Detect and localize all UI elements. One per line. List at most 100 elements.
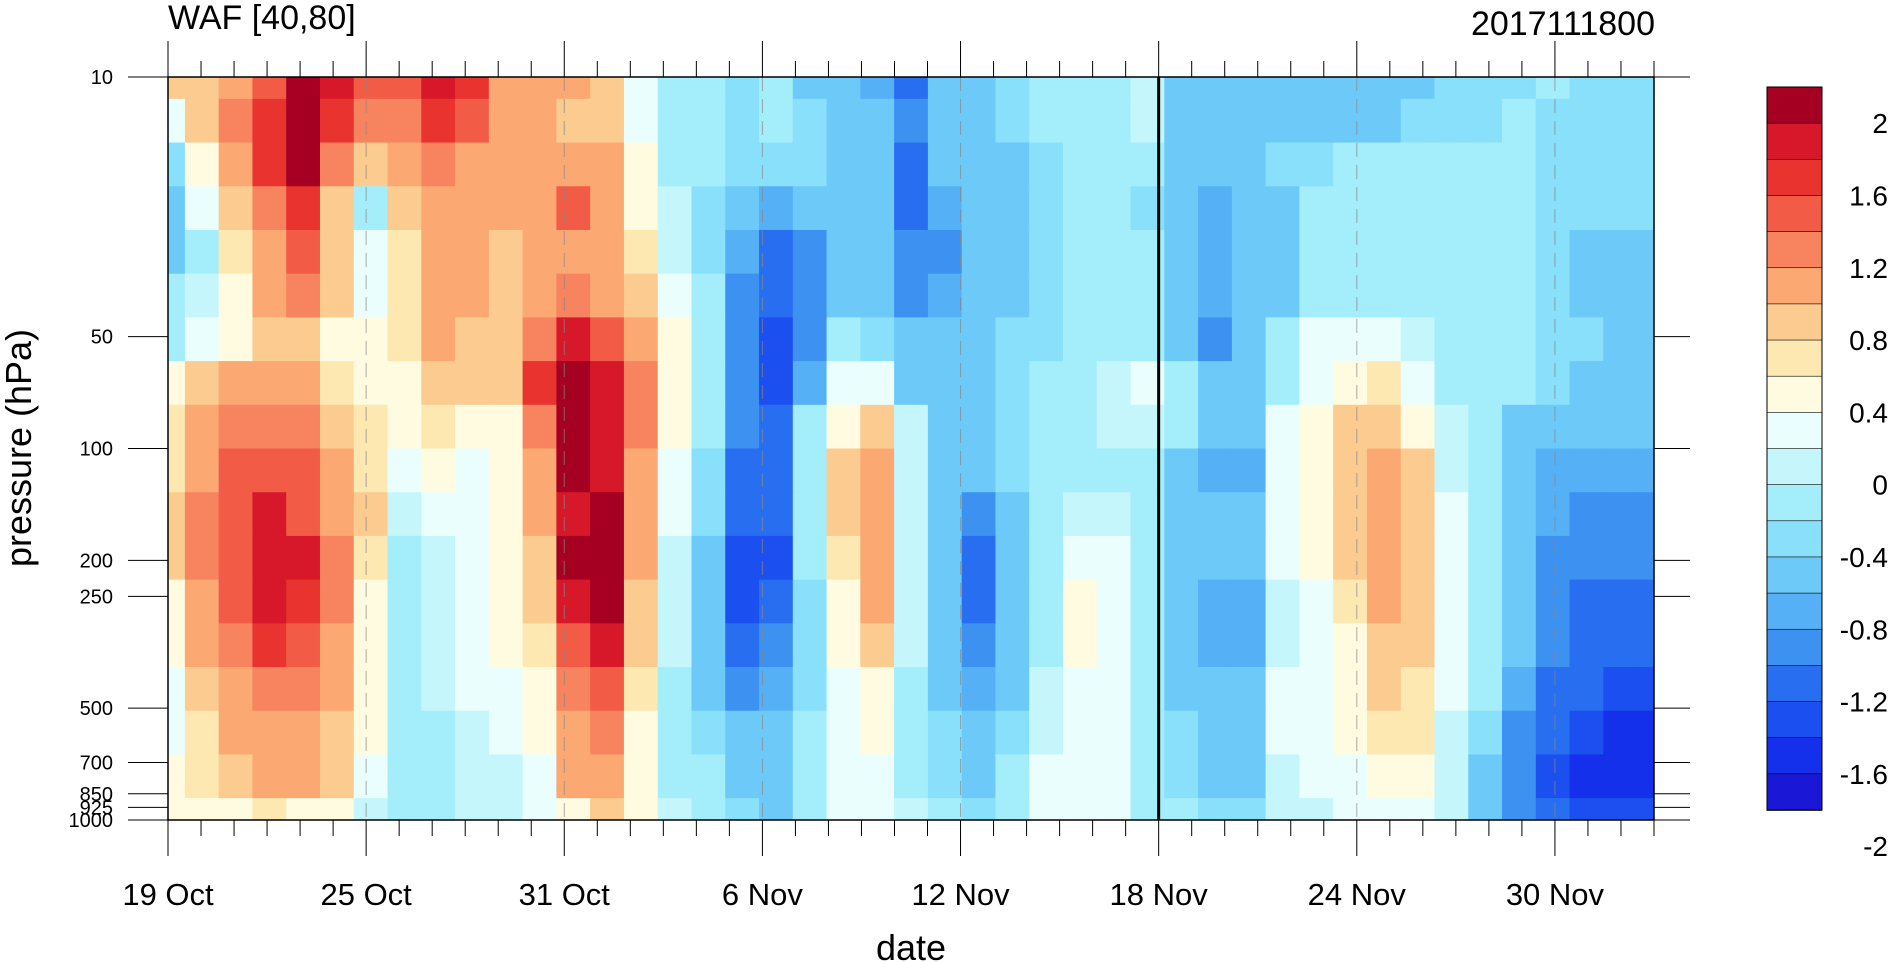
heatmap-cell xyxy=(927,77,963,100)
heatmap-cell xyxy=(1096,535,1132,581)
heatmap-cell xyxy=(1164,77,1199,100)
heatmap-cell xyxy=(759,579,794,624)
heatmap-cell xyxy=(1569,754,1604,799)
heatmap-cell xyxy=(1198,98,1233,144)
heatmap-cell xyxy=(1265,492,1300,537)
heatmap-cell xyxy=(623,492,659,537)
y-tick-label: 10 xyxy=(91,67,113,89)
heatmap-cell xyxy=(995,535,1030,581)
colorbar-swatch xyxy=(1766,773,1823,811)
heatmap-cell xyxy=(691,404,726,450)
heatmap-cell xyxy=(184,535,220,581)
heatmap-cell xyxy=(1333,798,1368,820)
heatmap-cell xyxy=(725,623,760,668)
heatmap-cell xyxy=(961,798,997,820)
colorbar-label: 0 xyxy=(1872,470,1888,501)
heatmap-cell xyxy=(184,142,220,187)
heatmap-cell xyxy=(1231,142,1267,187)
heatmap-cell xyxy=(319,798,355,820)
heatmap-cell xyxy=(1231,77,1267,100)
heatmap-cell xyxy=(168,798,186,820)
heatmap-cell xyxy=(1164,317,1199,362)
heatmap-cell xyxy=(1400,98,1436,144)
heatmap-cell xyxy=(860,754,895,799)
heatmap-cell xyxy=(1231,798,1267,820)
heatmap-cell xyxy=(488,448,524,493)
heatmap-cell xyxy=(590,623,625,668)
heatmap-cell xyxy=(657,710,693,756)
heatmap-cell xyxy=(387,448,422,493)
heatmap-cell xyxy=(421,448,456,493)
heatmap-cell xyxy=(826,798,861,820)
heatmap-cell xyxy=(590,229,625,275)
heatmap-cell xyxy=(725,317,760,362)
heatmap-cell xyxy=(252,317,287,362)
heatmap-cell xyxy=(894,754,929,799)
heatmap-cell xyxy=(995,667,1030,712)
heatmap-cell xyxy=(961,186,997,231)
heatmap-cell xyxy=(1502,404,1537,450)
heatmap-cell xyxy=(1603,623,1638,668)
heatmap-cell xyxy=(1096,77,1132,100)
heatmap-cell xyxy=(759,754,794,799)
heatmap-cell xyxy=(1603,798,1638,820)
heatmap-cell xyxy=(218,317,254,362)
heatmap-cell xyxy=(1366,317,1402,362)
heatmap-cell xyxy=(1468,623,1503,668)
heatmap-cell xyxy=(1096,710,1132,756)
heatmap-cell xyxy=(1164,754,1199,799)
heatmap-cell xyxy=(1029,98,1064,144)
heatmap-cell xyxy=(184,229,220,275)
heatmap-cell xyxy=(792,404,828,450)
heatmap-cell xyxy=(1400,535,1436,581)
heatmap-cell xyxy=(725,667,760,712)
heatmap-cell xyxy=(826,317,861,362)
heatmap-cell xyxy=(1502,710,1537,756)
heatmap-cell xyxy=(387,798,422,820)
heatmap-cell xyxy=(657,317,693,362)
heatmap-cell xyxy=(1299,535,1334,581)
heatmap-cell xyxy=(691,492,726,537)
heatmap-cell xyxy=(1366,448,1402,493)
heatmap-cell xyxy=(455,710,490,756)
heatmap-cell xyxy=(353,186,389,231)
heatmap-cell xyxy=(725,77,760,100)
heatmap-cell xyxy=(1333,142,1368,187)
heatmap-cell xyxy=(1400,754,1436,799)
heatmap-cell xyxy=(1029,535,1064,581)
heatmap-cell xyxy=(1502,77,1537,100)
heatmap-cell xyxy=(1535,361,1571,406)
heatmap-cell xyxy=(286,142,321,187)
heatmap-cell xyxy=(1231,492,1267,537)
heatmap-cell xyxy=(826,754,861,799)
heatmap-cell xyxy=(894,361,929,406)
heatmap-cell xyxy=(1198,404,1233,450)
heatmap-cell xyxy=(927,492,963,537)
heatmap-cell xyxy=(894,98,929,144)
heatmap-cell xyxy=(623,77,659,100)
heatmap-cell xyxy=(792,448,828,493)
heatmap-cell xyxy=(1333,492,1368,537)
colorbar-swatch xyxy=(1766,592,1823,631)
colorbar-frame xyxy=(1766,86,1823,811)
heatmap-cell xyxy=(1468,492,1503,537)
colorbar-label: 2 xyxy=(1872,108,1888,139)
x-axis-label: date xyxy=(876,927,946,962)
heatmap-cell xyxy=(1299,798,1334,820)
heatmap-cell xyxy=(319,186,355,231)
heatmap-cell xyxy=(927,535,963,581)
heatmap-cell xyxy=(1400,404,1436,450)
heatmap-cell xyxy=(421,404,456,450)
heatmap-cell xyxy=(1198,754,1233,799)
heatmap-cell xyxy=(1502,667,1537,712)
heatmap-cell xyxy=(894,77,929,100)
y-tick-label: 100 xyxy=(80,439,113,461)
heatmap-cell xyxy=(1366,798,1402,820)
heatmap-cell xyxy=(522,710,557,756)
heatmap-cell xyxy=(1569,535,1604,581)
colorbar-swatch xyxy=(1766,267,1823,305)
heatmap-cell xyxy=(319,317,355,362)
heatmap-cell xyxy=(556,535,591,581)
heatmap-cell xyxy=(792,667,828,712)
heatmap-cell xyxy=(1096,142,1132,187)
